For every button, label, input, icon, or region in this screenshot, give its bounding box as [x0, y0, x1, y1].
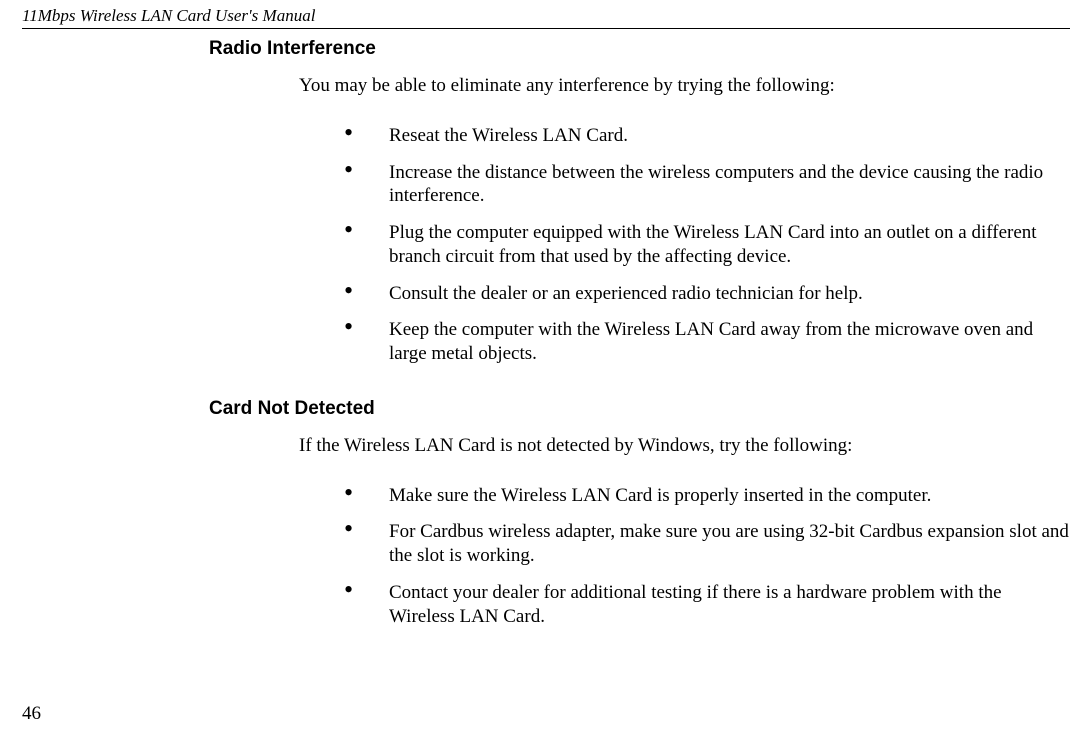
list-item: For Cardbus wireless adapter, make sure …: [344, 520, 1071, 568]
list-item: Increase the distance between the wirele…: [344, 161, 1071, 209]
section-heading-radio-interference: Radio Interference: [209, 38, 1071, 60]
list-item: Contact your dealer for additional testi…: [344, 581, 1071, 629]
intro-paragraph-radio: You may be able to eliminate any interfe…: [299, 74, 1071, 98]
bullet-list-radio: Reseat the Wireless LAN Card. Increase t…: [344, 124, 1071, 366]
list-item: Reseat the Wireless LAN Card.: [344, 124, 1071, 148]
list-item: Plug the computer equipped with the Wire…: [344, 221, 1071, 269]
intro-paragraph-card: If the Wireless LAN Card is not detected…: [299, 434, 1071, 458]
list-item: Keep the computer with the Wireless LAN …: [344, 318, 1071, 366]
page: 11Mbps Wireless LAN Card User's Manual R…: [0, 0, 1092, 739]
list-item: Consult the dealer or an experienced rad…: [344, 282, 1071, 306]
list-item: Make sure the Wireless LAN Card is prope…: [344, 484, 1071, 508]
bullet-list-card: Make sure the Wireless LAN Card is prope…: [344, 484, 1071, 629]
page-content: Radio Interference You may be able to el…: [209, 38, 1071, 641]
page-number: 46: [22, 703, 41, 725]
header-rule: [22, 28, 1070, 29]
running-header: 11Mbps Wireless LAN Card User's Manual: [22, 6, 315, 26]
section-heading-card-not-detected: Card Not Detected: [209, 398, 1071, 420]
